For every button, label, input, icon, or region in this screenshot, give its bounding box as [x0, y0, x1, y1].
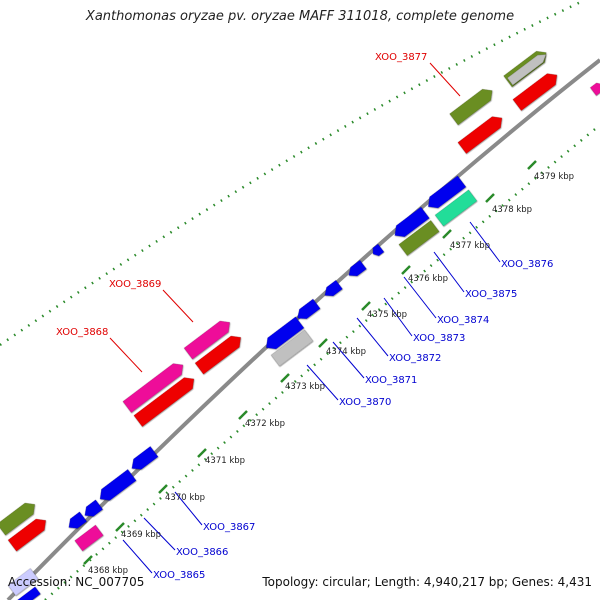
gene-blue[interactable] [294, 298, 321, 323]
gene-label[interactable]: XOO_3874 [437, 315, 489, 326]
tick-mark [197, 448, 207, 458]
tick-label: 4377 kbp [450, 241, 490, 251]
gene-labels: XOO_3877 XOO_3869 XOO_3868 XOO_3876 XOO_3875… [56, 52, 553, 581]
gene-red[interactable] [133, 373, 198, 428]
gene-gray[interactable] [506, 51, 548, 86]
gene-label[interactable]: XOO_3872 [389, 353, 441, 364]
map-title: Xanthomonas oryzae pv. oryzae MAFF 31101… [85, 9, 515, 24]
gene-label[interactable]: XOO_3865 [153, 570, 205, 581]
label-leader-line [433, 251, 465, 293]
gene-green[interactable] [398, 219, 440, 257]
gene-blue[interactable] [322, 279, 343, 300]
gene-green[interactable] [449, 85, 497, 126]
gene-red[interactable] [194, 332, 245, 375]
gene-blue[interactable] [346, 259, 367, 280]
tick-label: 4376 kbp [408, 274, 448, 284]
gene-blue[interactable] [96, 468, 137, 504]
tick-mark [442, 229, 452, 239]
gene-magenta[interactable] [74, 524, 104, 552]
gene-label[interactable]: XOO_3875 [465, 289, 517, 300]
tick-label: 4369 kbp [121, 530, 161, 540]
outer-dotted-track [0, 0, 586, 347]
gene-magenta[interactable] [589, 80, 600, 97]
tick-mark [158, 484, 168, 494]
tick-mark [401, 265, 411, 275]
label-leader-line [174, 491, 203, 526]
label-leader-line [143, 517, 176, 551]
tick-label: 4370 kbp [165, 493, 205, 503]
gene-blue[interactable] [17, 586, 41, 600]
label-leader-line [469, 221, 501, 263]
tick-label: 4373 kbp [285, 382, 325, 392]
inner-dotted-track [44, 124, 600, 600]
tick-mark [361, 301, 371, 311]
tick-mark [238, 410, 248, 420]
gene-red[interactable] [7, 515, 50, 552]
label-leader-line [403, 276, 437, 319]
gene-label[interactable]: XOO_3870 [339, 397, 391, 408]
tick-mark [485, 193, 495, 203]
gene-label[interactable]: XOO_3867 [203, 522, 255, 533]
gene-label[interactable]: XOO_3876 [501, 259, 553, 270]
gene-red[interactable] [512, 69, 561, 112]
gene-blue[interactable] [65, 511, 88, 532]
gene-red[interactable] [457, 112, 506, 155]
gene-blue[interactable] [370, 243, 385, 258]
label-leader-line [383, 297, 413, 337]
topology-text: Topology: circular; Length: 4,940,217 bp… [262, 575, 592, 589]
label-leader-line [332, 341, 365, 379]
label-leader-line [429, 62, 461, 97]
gene-magenta[interactable] [122, 359, 187, 414]
label-leader-line [109, 337, 143, 373]
gene-blue[interactable] [128, 445, 159, 473]
gene-label[interactable]: XOO_3873 [413, 333, 465, 344]
tick-label: 4375 kbp [367, 310, 407, 320]
tick-label: 4374 kbp [326, 347, 366, 357]
gene-label[interactable]: XOO_3877 [375, 52, 427, 63]
label-leader-line [306, 364, 339, 401]
gene-blue[interactable] [391, 206, 430, 241]
label-leader-line [356, 317, 389, 357]
label-leader-line [162, 289, 194, 323]
tick-labels: 4368 kbp 4369 kbp 4370 kbp 4371 kbp 4372 kbp… [88, 172, 574, 576]
gene-label[interactable]: XOO_3869 [109, 279, 161, 290]
tick-label: 4378 kbp [492, 205, 532, 215]
gene-green[interactable] [0, 499, 39, 536]
label-leaders [109, 62, 501, 574]
tick-label: 4372 kbp [245, 419, 285, 429]
gene-blue[interactable] [424, 175, 467, 212]
tick-mark [280, 373, 290, 383]
tick-marks [83, 160, 537, 565]
tick-label: 4379 kbp [534, 172, 574, 182]
gene-label[interactable]: XOO_3868 [56, 327, 108, 338]
gene-pale-blue[interactable] [7, 567, 39, 597]
tick-label: 4371 kbp [205, 456, 245, 466]
gene-blue[interactable] [262, 316, 305, 353]
tick-mark [115, 522, 125, 532]
tick-mark [527, 160, 537, 170]
tick-mark [318, 338, 328, 348]
label-leader-line [122, 539, 153, 574]
accession-text: Accession: NC_007705 [8, 575, 145, 589]
gene-teal[interactable] [434, 189, 478, 227]
tick-mark [83, 555, 93, 565]
gene-blue[interactable] [81, 499, 104, 520]
gene-label[interactable]: XOO_3866 [176, 547, 228, 558]
gene-label[interactable]: XOO_3871 [365, 375, 417, 386]
gene-magenta[interactable] [183, 317, 234, 360]
gene-gray[interactable] [270, 329, 314, 367]
tick-label: 4368 kbp [88, 566, 128, 576]
genes [0, 50, 600, 600]
